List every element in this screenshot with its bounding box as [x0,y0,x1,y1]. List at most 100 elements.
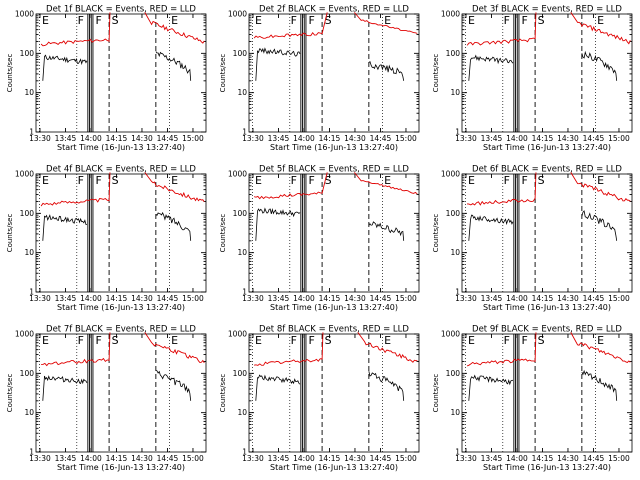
x-tick-label: 15:00 [395,454,417,463]
x-tick-label: 14:00 [506,134,528,143]
x-axis-label: Start Time (16-Jun-13 13:27:40) [270,143,398,152]
x-axis-label: Start Time (16-Jun-13 13:27:40) [57,463,185,472]
x-axis-label: Start Time (16-Jun-13 13:27:40) [483,143,611,152]
y-tick-label: 1 [455,128,460,137]
plot-frame [248,333,420,453]
event-label: S [325,14,332,27]
x-tick-label: 14:45 [583,454,605,463]
x-tick-label: 14:00 [293,134,315,143]
series-events-segment-2 [581,210,618,241]
x-axis-label: Start Time (16-Jun-13 13:27:40) [270,463,398,472]
x-axis-label: Start Time (16-Jun-13 13:27:40) [483,303,611,312]
x-tick-label: 15:00 [608,294,630,303]
y-tick-label: 1000 [15,10,34,19]
panel-title: Det 1f BLACK = Events, RED = LLD [46,5,196,15]
event-label: F [291,174,297,187]
series-events-segment-1 [468,54,514,81]
x-tick-label: 14:30 [344,134,366,143]
plot-frame [248,13,420,133]
series-lld-segment-2 [570,172,631,202]
event-label: F [504,14,510,27]
event-label: E [42,174,49,187]
x-tick-label: 13:30 [455,294,477,303]
x-tick-label: 14:30 [131,134,153,143]
x-tick-label: 14:30 [344,454,366,463]
plot-frame [461,333,633,453]
panel-det-5: Det 5f BLACK = Events, RED = LLD 13:30 13:… [219,165,420,312]
x-tick-label: 13:45 [55,134,77,143]
series-events-segment-2 [155,370,192,401]
x-tick-label: 13:30 [455,454,477,463]
x-tick-label: 14:45 [370,134,392,143]
series-events-segment-2 [368,371,405,401]
x-tick-label: 14:00 [80,454,102,463]
event-label: E [255,174,262,187]
y-tick-label: 1 [242,128,247,137]
x-tick-label: 14:15 [106,294,128,303]
event-label: E [384,334,391,347]
event-label: S [112,174,119,187]
x-axis-label: Start Time (16-Jun-13 13:27:40) [483,463,611,472]
x-tick-label: 13:45 [481,454,503,463]
y-tick-label: 100 [20,369,35,378]
series-lld-segment-1 [253,12,328,39]
plot-frame [35,333,207,453]
series-events-segment-1 [468,214,514,241]
series-events-segment-2 [581,50,618,81]
x-tick-label: 14:30 [557,454,579,463]
x-tick-label: 14:15 [532,294,554,303]
y-tick-label: 1 [242,448,247,457]
y-axis-label: Counts/sec [219,54,227,93]
panel-det-9: Det 9f BLACK = Events, RED = LLD 13:30 13:… [432,325,633,472]
series-events-segment-1 [42,375,88,401]
event-label: S [538,334,545,347]
y-tick-label: 1000 [441,170,460,179]
y-tick-label: 10 [237,248,247,257]
y-tick-label: 100 [446,209,461,218]
x-tick-label: 14:15 [106,134,128,143]
x-tick-label: 13:30 [29,294,51,303]
y-axis-label: Counts/sec [432,214,440,253]
panel-title: Det 3f BLACK = Events, RED = LLD [472,5,622,15]
x-tick-label: 13:30 [242,454,264,463]
series-lld-segment-2 [570,332,631,363]
event-label: S [538,14,545,27]
series-events-segment-2 [368,221,405,241]
y-tick-label: 10 [450,408,460,417]
series-events-segment-2 [155,51,192,81]
y-tick-label: 1 [29,288,34,297]
panel-title: Det 9f BLACK = Events, RED = LLD [472,325,622,335]
x-tick-label: 14:45 [157,134,179,143]
y-tick-label: 10 [450,88,460,97]
x-tick-label: 14:30 [131,294,153,303]
series-lld-segment-1 [41,332,111,367]
y-tick-label: 1000 [15,330,34,339]
event-label: E [171,174,178,187]
event-label: S [325,334,332,347]
event-label: E [384,14,391,27]
panel-title: Det 8f BLACK = Events, RED = LLD [259,325,409,335]
y-axis-label: Counts/sec [6,54,14,93]
series-events-segment-2 [368,61,405,81]
y-axis-label: Counts/sec [6,374,14,413]
event-label: E [171,334,178,347]
y-tick-label: 1000 [228,10,247,19]
panel-det-6: Det 6f BLACK = Events, RED = LLD 13:30 13:… [432,165,633,312]
event-label: F [96,174,102,187]
x-tick-label: 14:00 [80,134,102,143]
panel-title: Det 5f BLACK = Events, RED = LLD [259,165,409,175]
event-label: F [291,334,297,347]
plot-frame [248,173,420,293]
event-label: F [522,174,528,187]
panel-det-2: Det 2f BLACK = Events, RED = LLD 13:30 13:… [219,5,420,152]
event-label: E [171,14,178,27]
x-tick-label: 14:00 [506,294,528,303]
y-tick-label: 100 [233,369,248,378]
event-label: E [384,174,391,187]
x-axis-label: Start Time (16-Jun-13 13:27:40) [57,143,185,152]
panel-det-8: Det 8f BLACK = Events, RED = LLD 13:30 13:… [219,325,420,472]
event-label: F [309,174,315,187]
x-tick-label: 14:15 [532,454,554,463]
series-events-segment-2 [581,369,618,401]
y-tick-label: 1 [29,448,34,457]
